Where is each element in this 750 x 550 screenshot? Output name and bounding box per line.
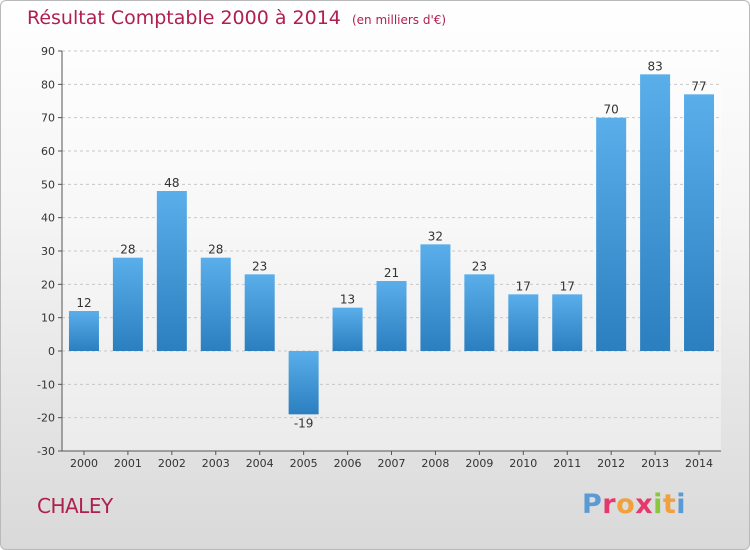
x-tick-label: 2014 xyxy=(685,457,713,470)
y-tick-label: 10 xyxy=(41,312,55,325)
x-tick-label: 2007 xyxy=(378,457,406,470)
y-tick-label: 80 xyxy=(41,78,55,91)
bar-value-label: 13 xyxy=(340,293,355,307)
y-tick-label: 0 xyxy=(48,345,55,358)
y-tick-label: 50 xyxy=(41,178,55,191)
bar xyxy=(112,257,143,351)
y-tick-label: -10 xyxy=(37,378,55,391)
x-tick-label: 2001 xyxy=(114,457,142,470)
bar xyxy=(684,94,715,351)
y-tick-label: 30 xyxy=(41,245,55,258)
chart-title-unit: (en milliers d'€) xyxy=(351,13,447,27)
y-tick-label: 20 xyxy=(41,278,55,291)
bar xyxy=(244,274,275,351)
y-tick-label: -30 xyxy=(37,445,55,458)
commune-name: CHALEY xyxy=(37,494,113,518)
bar-value-label: 28 xyxy=(120,243,135,257)
bar xyxy=(288,351,319,415)
bar-value-label: 23 xyxy=(472,259,487,273)
bar xyxy=(552,294,583,351)
proxiti-logo: Proxiti xyxy=(582,489,687,520)
bar-value-label: 32 xyxy=(428,229,443,243)
bar xyxy=(200,257,231,351)
x-tick-label: 2011 xyxy=(553,457,581,470)
x-tick-label: 2008 xyxy=(421,457,449,470)
y-tick-label: 60 xyxy=(41,145,55,158)
bar xyxy=(376,281,407,351)
bar xyxy=(640,74,671,351)
bar xyxy=(156,191,187,351)
x-tick-label: 2010 xyxy=(509,457,537,470)
bar xyxy=(596,117,627,352)
bar-value-label: -19 xyxy=(294,416,314,430)
bar xyxy=(332,307,363,351)
bar xyxy=(464,274,495,351)
chart-title: Résultat Comptable 2000 à 2014 (en milli… xyxy=(27,7,446,29)
y-tick-label: 90 xyxy=(41,45,55,58)
y-tick-label: -20 xyxy=(37,412,55,425)
x-tick-label: 2002 xyxy=(158,457,186,470)
bar-value-label: 83 xyxy=(647,59,662,73)
bar-value-label: 17 xyxy=(560,279,575,293)
bar-value-label: 17 xyxy=(516,279,531,293)
x-tick-label: 2012 xyxy=(597,457,625,470)
bar-value-label: 77 xyxy=(691,79,706,93)
x-tick-label: 2003 xyxy=(202,457,230,470)
y-tick-label: 70 xyxy=(41,112,55,125)
x-tick-label: 2009 xyxy=(465,457,493,470)
bar-value-label: 12 xyxy=(76,296,91,310)
bar xyxy=(68,311,99,351)
bar-value-label: 28 xyxy=(208,243,223,257)
x-tick-label: 2005 xyxy=(290,457,318,470)
chart-title-main: Résultat Comptable 2000 à 2014 xyxy=(27,7,341,29)
x-tick-label: 2006 xyxy=(334,457,362,470)
bar xyxy=(508,294,539,351)
bar xyxy=(420,244,451,351)
bar-value-label: 48 xyxy=(164,176,179,190)
bar-value-label: 23 xyxy=(252,259,267,273)
x-tick-label: 2013 xyxy=(641,457,669,470)
y-tick-label: 40 xyxy=(41,212,55,225)
bar-value-label: 21 xyxy=(384,266,399,280)
x-tick-label: 2004 xyxy=(246,457,274,470)
bar-value-label: 70 xyxy=(604,103,619,117)
x-tick-label: 2000 xyxy=(70,457,98,470)
